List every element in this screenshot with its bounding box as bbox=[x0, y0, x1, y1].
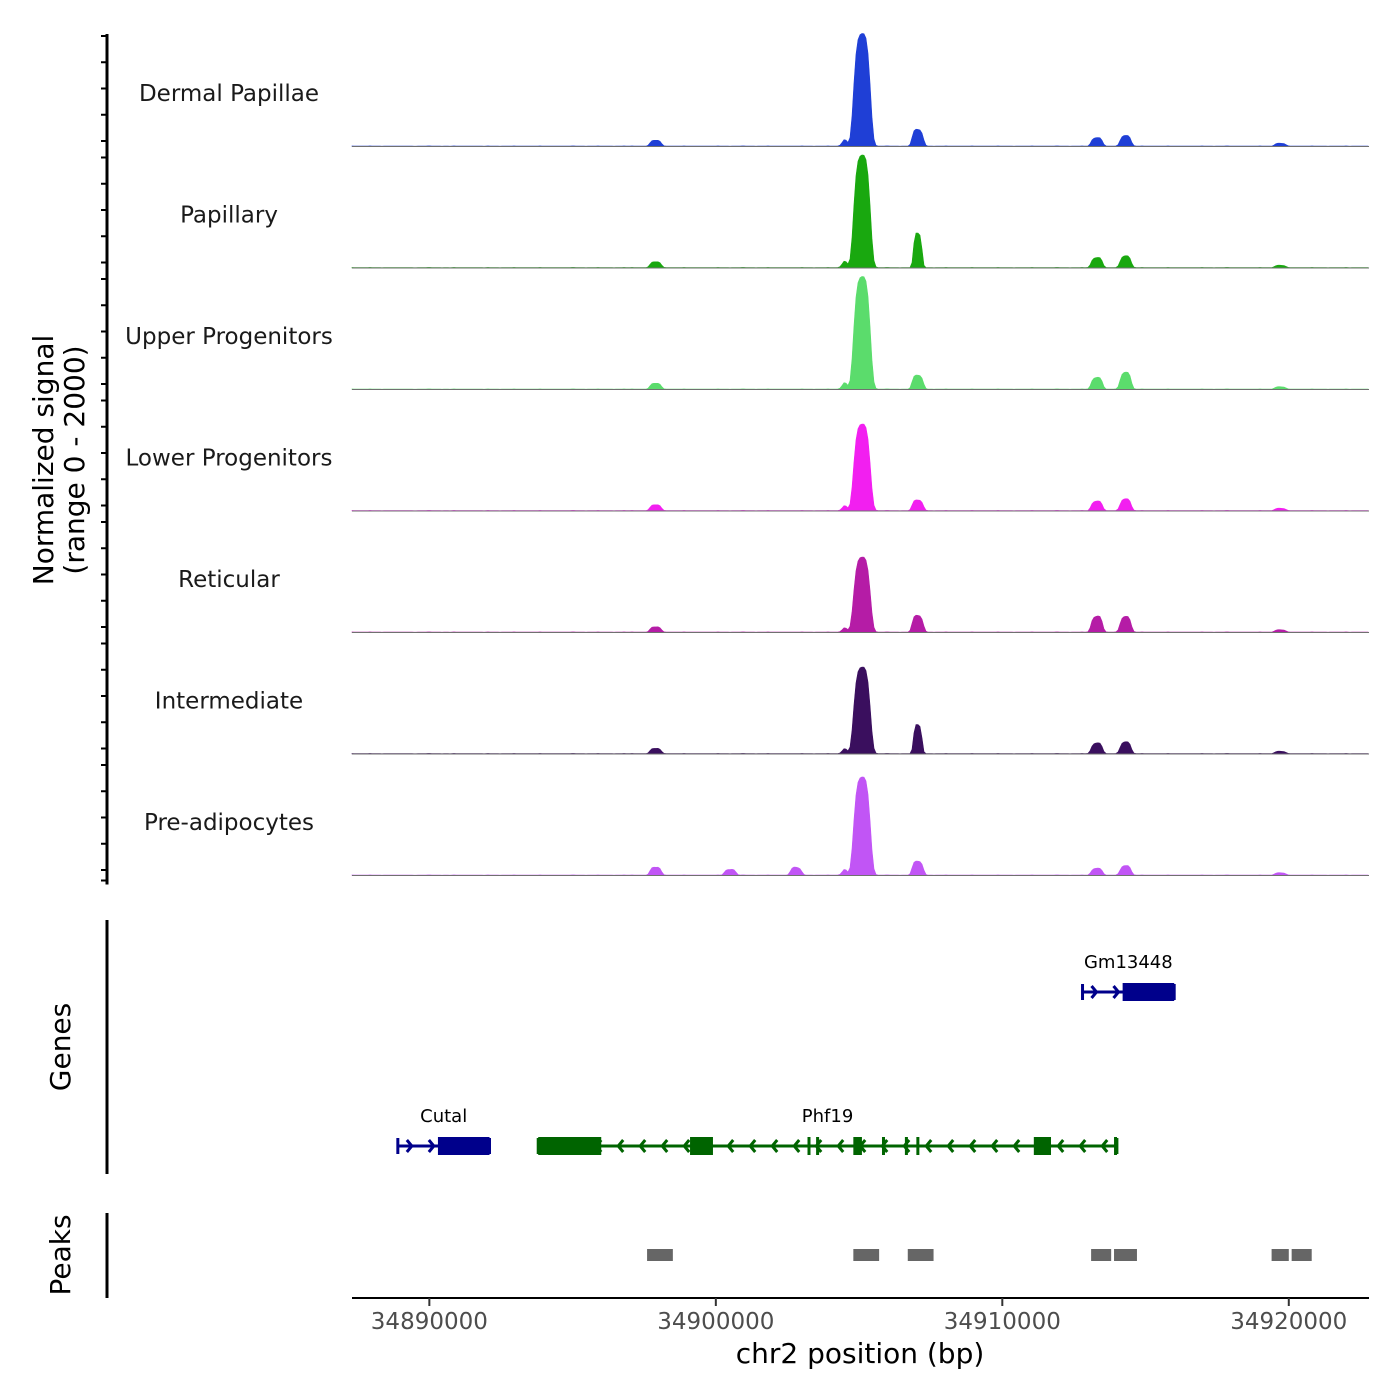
track-label: Lower Progenitors bbox=[126, 445, 333, 471]
gene-exon bbox=[816, 1137, 820, 1155]
peak-region bbox=[647, 1249, 673, 1261]
gene-exon bbox=[1033, 1137, 1052, 1155]
genes-layer: Gm13448 Cutal Phf19 bbox=[396, 952, 1176, 1155]
x-tick-label: 34910000 bbox=[944, 1309, 1061, 1335]
gene-exon bbox=[690, 1137, 713, 1155]
x-axis: 34890000 34900000 34910000 34920000 bbox=[371, 1298, 1347, 1335]
peak-region bbox=[1291, 1249, 1312, 1261]
gene-label: Gm13448 bbox=[1084, 952, 1173, 973]
signal-track: Intermediate bbox=[155, 666, 1370, 755]
signal-area bbox=[351, 276, 1370, 390]
gene-model: Cutal bbox=[396, 1106, 492, 1155]
strand-arrow bbox=[1056, 1139, 1065, 1153]
gene-exon bbox=[916, 1137, 920, 1155]
peak-region bbox=[1091, 1249, 1112, 1261]
x-tick-label: 34890000 bbox=[371, 1309, 488, 1335]
strand-arrow bbox=[405, 1139, 414, 1153]
gene-exon bbox=[807, 1137, 811, 1155]
track-label: Reticular bbox=[178, 567, 280, 593]
signal-track: Upper Progenitors bbox=[125, 276, 1370, 390]
gene-exon bbox=[881, 1137, 885, 1155]
peak-region bbox=[1271, 1249, 1289, 1261]
signal-area bbox=[351, 423, 1370, 512]
strand-arrow bbox=[990, 1139, 999, 1153]
gene-exon bbox=[904, 1137, 908, 1155]
strand-arrow bbox=[924, 1139, 933, 1153]
genes-track-title: Genes bbox=[44, 1003, 77, 1091]
peak-region bbox=[907, 1249, 934, 1261]
strand-arrow bbox=[1078, 1139, 1087, 1153]
y-axis-title-line-2: (range 0 - 2000) bbox=[58, 345, 91, 574]
gene-model: Gm13448 bbox=[1081, 952, 1176, 1001]
gene-label: Phf19 bbox=[802, 1106, 854, 1127]
gene-exon bbox=[853, 1137, 862, 1155]
strand-arrow bbox=[968, 1139, 977, 1153]
signal-track: Lower Progenitors bbox=[126, 423, 1370, 512]
x-tick-label: 34900000 bbox=[657, 1309, 774, 1335]
gene-model: Phf19 bbox=[536, 1106, 1119, 1155]
gene-exon bbox=[538, 1137, 602, 1155]
signal-track: Pre-adipocytes bbox=[144, 776, 1370, 876]
signal-area bbox=[351, 154, 1370, 269]
x-tick-label: 34920000 bbox=[1230, 1309, 1347, 1335]
track-label: Papillary bbox=[180, 202, 278, 228]
signal-track: Papillary bbox=[180, 154, 1370, 269]
strand-arrow bbox=[660, 1139, 669, 1153]
strand-arrow bbox=[638, 1139, 647, 1153]
strand-arrow bbox=[616, 1139, 625, 1153]
strand-arrow bbox=[682, 1139, 691, 1153]
track-label: Intermediate bbox=[155, 688, 303, 714]
signal-y-axis bbox=[101, 34, 109, 885]
track-label: Upper Progenitors bbox=[125, 324, 333, 350]
gene-exon bbox=[1114, 1137, 1118, 1155]
y-axis-title-line-1: Normalized signal bbox=[27, 335, 60, 586]
signal-area bbox=[351, 33, 1370, 147]
strand-arrow bbox=[427, 1139, 436, 1153]
strand-arrow bbox=[770, 1139, 779, 1153]
strand-arrow bbox=[1112, 985, 1121, 999]
signal-track: Dermal Papillae bbox=[139, 33, 1370, 147]
peaks-track-title: Peaks bbox=[44, 1214, 77, 1295]
strand-arrow bbox=[792, 1139, 801, 1153]
strand-arrow bbox=[836, 1139, 845, 1153]
strand-arrow bbox=[1012, 1139, 1021, 1153]
gene-exon bbox=[437, 1137, 490, 1155]
peak-region bbox=[1114, 1249, 1137, 1261]
peaks-layer bbox=[647, 1249, 1312, 1261]
strand-arrow bbox=[1090, 985, 1099, 999]
strand-arrow bbox=[748, 1139, 757, 1153]
gene-label: Cutal bbox=[420, 1106, 467, 1127]
strand-arrow bbox=[1100, 1139, 1109, 1153]
track-label: Pre-adipocytes bbox=[144, 810, 314, 836]
signal-track: Reticular bbox=[178, 556, 1370, 633]
signal-area bbox=[351, 556, 1370, 633]
track-label: Dermal Papillae bbox=[139, 81, 319, 107]
strand-arrow bbox=[726, 1139, 735, 1153]
peak-region bbox=[853, 1249, 880, 1261]
strand-arrow bbox=[946, 1139, 955, 1153]
x-axis-title: chr2 position (bp) bbox=[736, 1337, 985, 1370]
signal-area bbox=[351, 666, 1370, 755]
gene-exon bbox=[1122, 983, 1175, 1001]
signal-area bbox=[351, 776, 1370, 876]
signal-tracks: Dermal Papillae Papillary Upper Progenitor… bbox=[125, 33, 1370, 876]
